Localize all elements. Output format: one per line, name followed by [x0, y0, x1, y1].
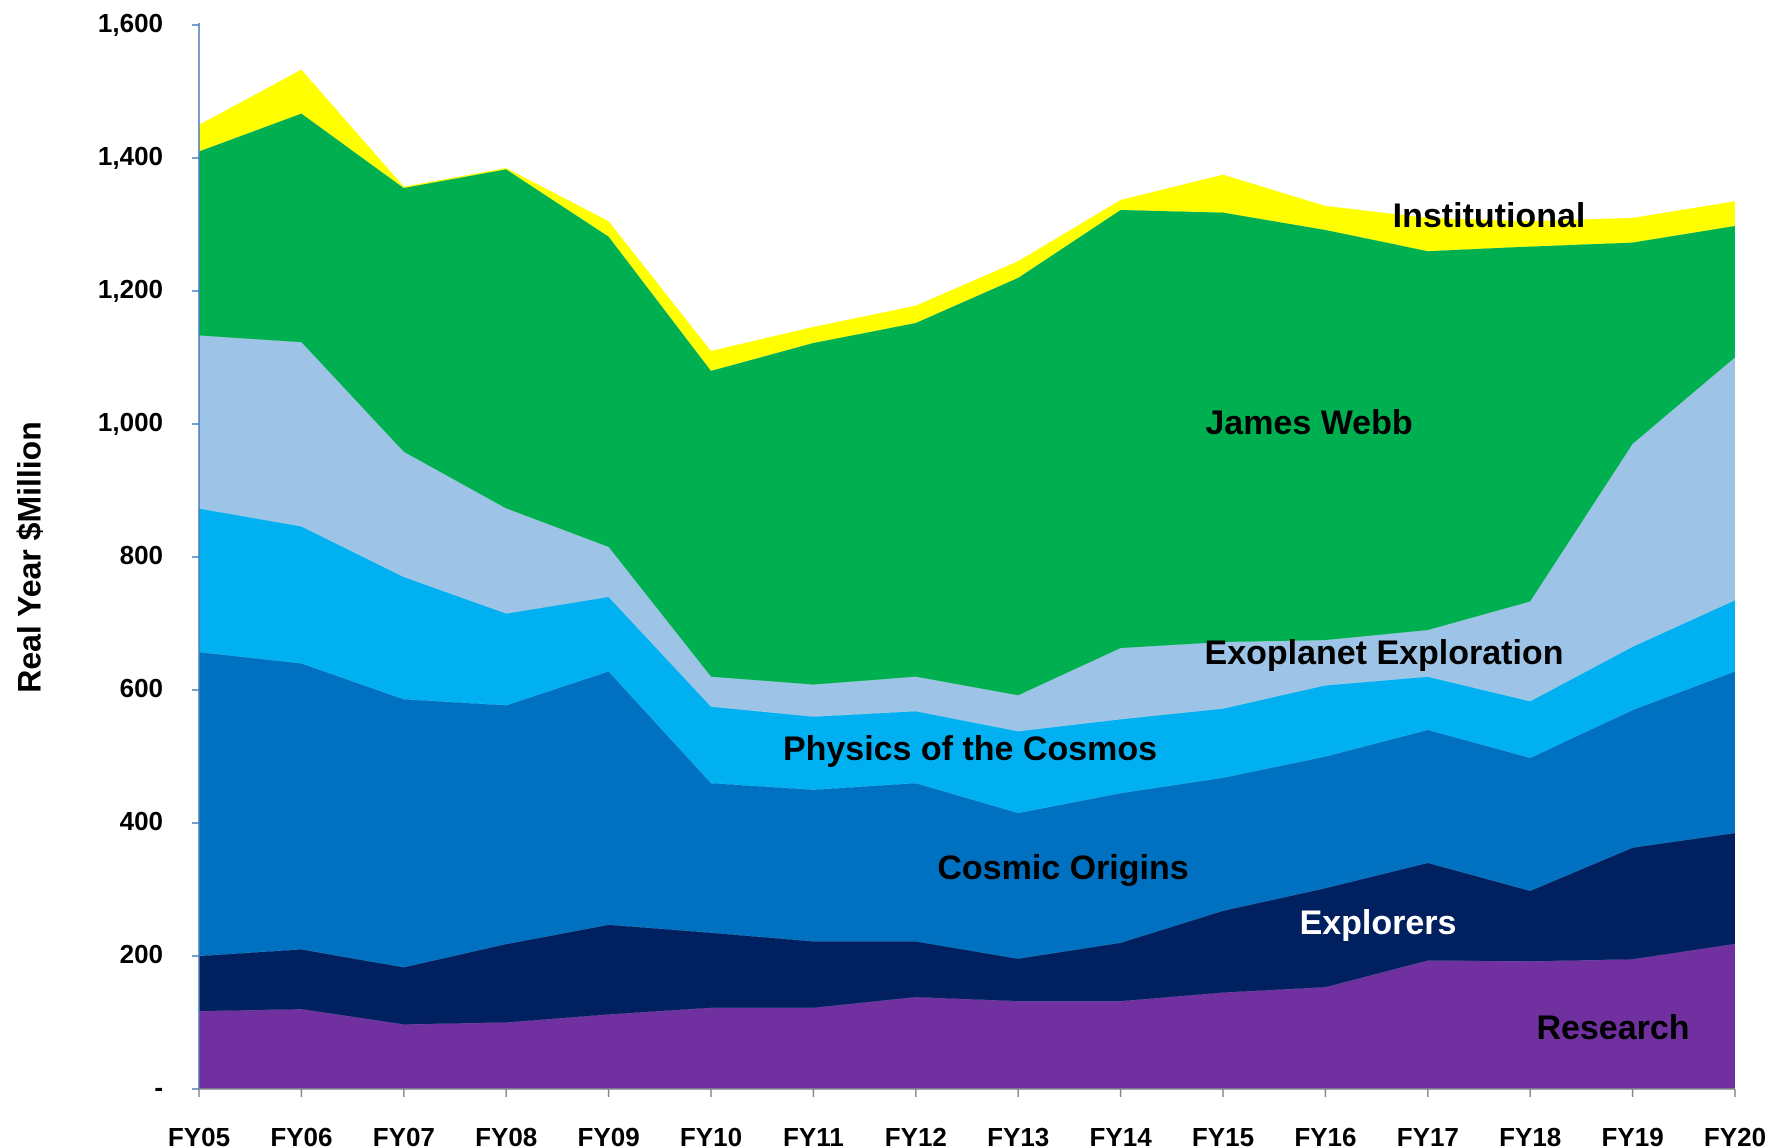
y-tick-label: 200: [120, 939, 163, 969]
x-tick-label: FY08: [475, 1122, 537, 1148]
x-tick-label: FY10: [680, 1122, 742, 1148]
x-tick-label: FY07: [373, 1122, 435, 1148]
series-label: Cosmic Origins: [937, 849, 1188, 887]
y-tick-label: 1,200: [98, 274, 163, 304]
x-tick-label: FY18: [1499, 1122, 1561, 1148]
x-tick-label: FY20: [1704, 1122, 1766, 1148]
x-tick-label: FY09: [578, 1122, 640, 1148]
x-tick-label: FY11: [783, 1122, 844, 1148]
y-tick-label: 400: [120, 806, 163, 836]
area: [199, 944, 1735, 1089]
y-tick-label: 800: [120, 540, 163, 570]
y-tick-label: 600: [120, 673, 163, 703]
area: [199, 832, 1735, 1025]
x-tick-label: FY06: [270, 1122, 332, 1148]
series-label: Physics of the Cosmos: [783, 730, 1157, 768]
series-label: Research: [1536, 1009, 1689, 1047]
series-label: Exoplanet Exploration: [1205, 634, 1564, 672]
x-tick-label: FY16: [1294, 1122, 1356, 1148]
x-tick-label: FY17: [1397, 1122, 1459, 1148]
y-tick-label: -: [154, 1072, 163, 1102]
y-tick-label: 1,000: [98, 407, 163, 437]
series-label: James Webb: [1205, 404, 1412, 442]
x-tick-label: FY12: [885, 1122, 947, 1148]
x-tick-label: FY13: [987, 1122, 1049, 1148]
series-label: Institutional: [1393, 197, 1586, 235]
area: [199, 508, 1735, 814]
y-axis-title: Real Year $Million: [11, 421, 47, 693]
series-label: Explorers: [1300, 904, 1457, 942]
y-tick-label: 1,600: [98, 8, 163, 38]
area: [199, 335, 1735, 732]
area: [199, 652, 1735, 968]
x-tick-label: FY19: [1602, 1122, 1664, 1148]
y-tick-label: 1,400: [98, 141, 163, 171]
area: [199, 69, 1735, 371]
area: [199, 113, 1735, 696]
x-tick-label: FY15: [1192, 1122, 1254, 1148]
x-tick-label: FY05: [168, 1122, 230, 1148]
x-tick-label: FY14: [1090, 1122, 1153, 1148]
